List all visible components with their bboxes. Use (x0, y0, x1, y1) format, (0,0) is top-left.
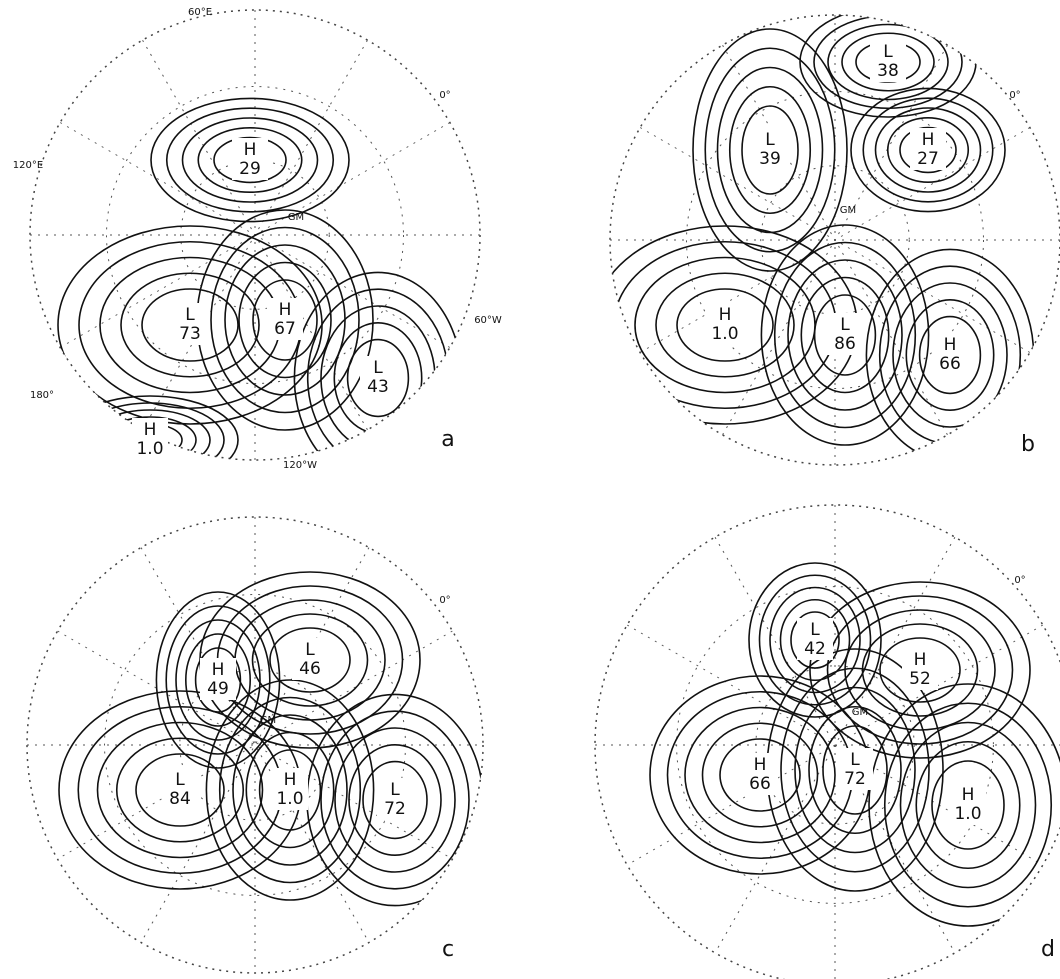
center-value: 42 (804, 639, 826, 659)
center-kind: L (810, 620, 820, 640)
center-kind: L (765, 130, 775, 150)
center-value: 72 (384, 799, 406, 819)
center-value: 86 (834, 334, 856, 354)
panel-label: d (1041, 937, 1055, 962)
center-kind: H (914, 650, 927, 670)
center-kind: L (883, 42, 893, 62)
center-kind: H (244, 140, 257, 160)
center-kind: L (175, 770, 185, 790)
panel-label: b (1021, 432, 1035, 457)
center-kind: H (284, 770, 297, 790)
map-content (593, 7, 1060, 465)
center-value: 66 (749, 774, 771, 794)
axis-label: 120°W (283, 460, 317, 471)
map-panel: H49L46L84H1.0L720°GMc (27, 517, 483, 973)
center-value: 1.0 (954, 804, 981, 824)
center-kind: H (144, 420, 157, 440)
center-value: 84 (169, 789, 191, 809)
gm-label: GM (840, 205, 856, 216)
center-kind: L (850, 750, 860, 770)
center-kind: H (279, 300, 292, 320)
axis-label: 60°W (474, 315, 502, 326)
center-kind: L (390, 780, 400, 800)
center-kind: H (922, 130, 935, 150)
center-kind: H (962, 785, 975, 805)
axis-label: 120°E (13, 160, 43, 171)
center-kind: H (212, 660, 225, 680)
center-value: 72 (844, 769, 866, 789)
gm-label: GM (260, 715, 276, 726)
center-value: 1.0 (276, 789, 303, 809)
center-value: 1.0 (136, 439, 163, 459)
center-value: 39 (759, 149, 781, 169)
map-panel: H29L73H67L43H1.060°E0°120°E60°W180°120°W… (13, 7, 502, 484)
center-kind: H (719, 305, 732, 325)
center-kind: L (840, 315, 850, 335)
panel-label: c (442, 937, 454, 962)
map-content (595, 505, 1060, 979)
center-kind: L (373, 358, 383, 378)
center-value: 43 (367, 377, 389, 397)
gm-label: GM (852, 707, 868, 718)
center-value: 52 (909, 669, 931, 689)
gm-label: GM (288, 212, 304, 223)
map-boundary (27, 517, 483, 973)
center-kind: L (305, 640, 315, 660)
center-value: 67 (274, 319, 296, 339)
axis-label: 0° (1009, 90, 1020, 101)
figure: H29L73H67L43H1.060°E0°120°E60°W180°120°W… (0, 0, 1060, 979)
panel-label: a (441, 427, 454, 452)
center-value: 49 (207, 679, 229, 699)
center-kind: H (754, 755, 767, 775)
axis-label: 60°E (188, 7, 212, 18)
axis-label: 180° (30, 390, 54, 401)
center-value: 46 (299, 659, 321, 679)
center-value: 29 (239, 159, 261, 179)
center-value: 66 (939, 354, 961, 374)
map-panel: L38L39H27H1.0L86H660°GMb (593, 7, 1060, 465)
axis-label: 0° (1014, 575, 1025, 586)
map-content (27, 517, 483, 973)
center-value: 1.0 (711, 324, 738, 344)
axis-label: 0° (439, 90, 450, 101)
center-kind: L (185, 305, 195, 325)
axis-label: 0° (439, 595, 450, 606)
map-content (30, 10, 480, 484)
center-kind: H (944, 335, 957, 355)
center-value: 38 (877, 61, 899, 81)
center-value: 27 (917, 149, 939, 169)
center-value: 73 (179, 324, 201, 344)
